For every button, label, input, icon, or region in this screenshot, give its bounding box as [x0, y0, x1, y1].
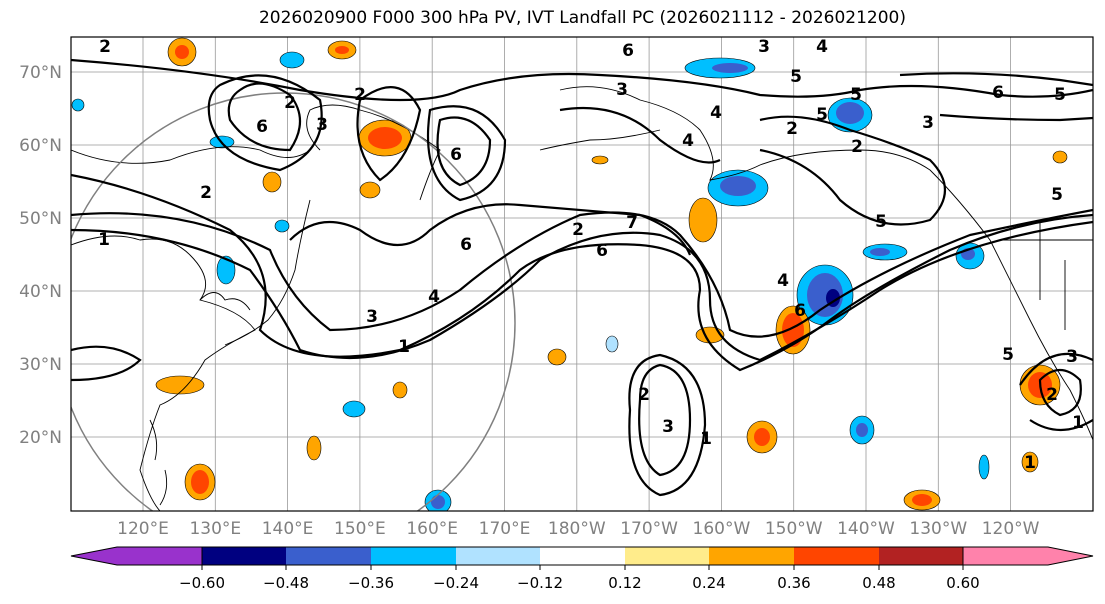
longitude-label: 120°E [117, 519, 169, 539]
colorbar-extend-low [70, 546, 203, 566]
contour-label: 1 [1072, 413, 1084, 433]
contour-label: 4 [710, 103, 722, 123]
contour-label: 4 [682, 131, 694, 151]
contour-label: 1 [398, 337, 410, 357]
longitude-label: 130°W [909, 519, 967, 539]
latitude-labels: 70°N 60°N 50°N 40°N 30°N 20°N [19, 63, 62, 448]
contour-label: 3 [616, 80, 628, 100]
colorbar: −0.60 −0.48 −0.36 −0.24 −0.12 0.12 0.24 0.36 0.4… [70, 546, 1094, 592]
longitude-label: 160°W [693, 519, 751, 539]
colorbar-tick-label: 0.24 [692, 574, 725, 592]
latitude-label: 60°N [19, 136, 62, 156]
colorbar-outline [201, 546, 964, 566]
contour-label: 1 [1024, 453, 1036, 473]
contour-label: 2 [200, 183, 212, 203]
contour-label: 3 [316, 115, 328, 135]
longitude-label: 170°W [620, 519, 678, 539]
contour-label: 1 [98, 230, 110, 250]
contour-label: 6 [622, 41, 634, 61]
colorbar-tick-label: 0.12 [608, 574, 641, 592]
colorbar-segment [371, 547, 456, 565]
colorbar-segment [794, 547, 879, 565]
contour-label: 3 [366, 307, 378, 327]
longitude-label: 150°W [765, 519, 823, 539]
colorbar-tick-label: −0.60 [179, 574, 225, 592]
latitude-label: 20°N [19, 428, 62, 448]
longitude-labels: 120°E 130°E 140°E 150°E 160°E 170°E 180°W 170°W… [117, 519, 1040, 539]
latitude-label: 30°N [19, 355, 62, 375]
contour-label: 5 [1002, 345, 1014, 365]
colorbar-tick-label: −0.36 [348, 574, 394, 592]
contour-label: 4 [816, 37, 828, 57]
contour-label: 6 [794, 301, 806, 321]
latitude-label: 70°N [19, 63, 62, 83]
contour-label: 4 [777, 271, 789, 291]
contour-label: 2 [572, 220, 584, 240]
contour-label: 3 [1066, 347, 1078, 367]
contour-label: 4 [428, 287, 440, 307]
contour-label: 2 [851, 137, 863, 157]
contour-label: 5 [875, 212, 887, 232]
map-background [71, 37, 1093, 511]
colorbar-segment [625, 547, 709, 565]
latitude-label: 50°N [19, 209, 62, 229]
map-title: 2026020900 F000 300 hPa PV, IVT Landfall… [258, 8, 906, 28]
colorbar-segment [879, 547, 963, 565]
coastlines [71, 86, 1093, 511]
longitude-label: 140°E [262, 519, 314, 539]
contour-label: 2 [284, 93, 296, 113]
colorbar-tick-label: 0.36 [777, 574, 810, 592]
contour-label: 2 [1046, 385, 1058, 405]
contour-label: 5 [1054, 85, 1066, 105]
contour-label: 3 [922, 113, 934, 133]
latitude-label: 40°N [19, 282, 62, 302]
contour-label: 2 [786, 119, 798, 139]
contour-label: 6 [460, 235, 472, 255]
colorbar-extend-high [962, 546, 1094, 566]
colorbar-segment [709, 547, 794, 565]
colorbar-tick-label: 0.48 [862, 574, 895, 592]
colorbar-tick-label: −0.12 [517, 574, 563, 592]
longitude-label: 140°W [837, 519, 895, 539]
map-frame [70, 36, 1094, 512]
colorbar-segment [202, 547, 286, 565]
colorbar-segment [540, 547, 625, 565]
colorbar-segment [286, 547, 371, 565]
colorbar-tick-label: −0.48 [263, 574, 309, 592]
contour-label: 3 [758, 37, 770, 57]
contour-label: 5 [1051, 185, 1063, 205]
contour-label: 3 [662, 417, 674, 437]
contour-label: 6 [992, 83, 1004, 103]
colorbar-tick-label: 0.60 [946, 574, 979, 592]
contour-label: 2 [638, 385, 650, 405]
contour-label: 7 [626, 213, 638, 233]
contour-label: 2 [354, 85, 366, 105]
contour-label: 5 [790, 67, 802, 87]
contour-label: 6 [256, 117, 268, 137]
colorbar-segment [456, 547, 540, 565]
contour-label: 6 [450, 145, 462, 165]
contour-label: 5 [816, 105, 828, 125]
contour-label: 6 [596, 241, 608, 261]
longitude-label: 120°W [982, 519, 1040, 539]
contour-label: 1 [700, 429, 712, 449]
longitude-label: 130°E [189, 519, 241, 539]
colorbar-tick-label: −0.24 [433, 574, 479, 592]
contour-label: 5 [850, 85, 862, 105]
longitude-label: 180°W [548, 519, 606, 539]
contour-label: 2 [99, 37, 111, 57]
longitude-label: 150°E [334, 519, 386, 539]
pv-contours [71, 58, 1093, 497]
longitude-label: 170°E [479, 519, 531, 539]
longitude-label: 160°E [406, 519, 458, 539]
